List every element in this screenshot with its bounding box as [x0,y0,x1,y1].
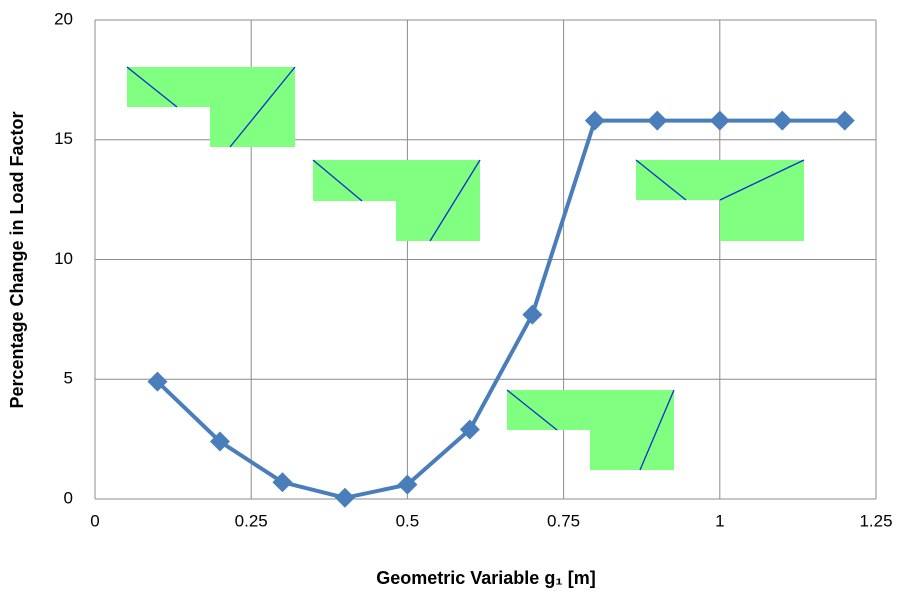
data-point [459,419,480,440]
x-tick-label: 0.25 [235,511,268,530]
data-point [334,487,355,508]
y-tick-label: 20 [54,9,73,28]
data-line [156,118,845,500]
insets [126,66,805,471]
data-point [209,431,230,452]
x-tick-label: 1 [715,511,724,530]
x-tick-label: 0.75 [547,511,580,530]
y-axis-title: Percentage Change in Load Factor [7,111,27,408]
x-tick-label: 0.5 [396,511,420,530]
y-tick-label: 0 [64,488,73,507]
inset-shape [312,159,481,242]
data-point [834,110,855,131]
data-point [397,474,418,495]
data-point [647,110,668,131]
plot [147,110,855,508]
data-point [522,304,543,325]
inset-shape [506,389,675,471]
data-point [147,371,168,392]
y-tick-label: 15 [54,129,73,148]
inset-shape [126,66,296,148]
data-point [709,110,730,131]
data-point [272,472,293,493]
data-point [772,110,793,131]
data-point [584,110,605,131]
x-tick-label: 0 [90,511,99,530]
x-axis-title: Geometric Variable g₁ [m] [376,568,596,588]
y-tick-label: 10 [54,249,73,268]
x-tick-label: 1.25 [859,511,892,530]
inset-shape [635,159,805,241]
y-tick-label: 5 [64,369,73,388]
